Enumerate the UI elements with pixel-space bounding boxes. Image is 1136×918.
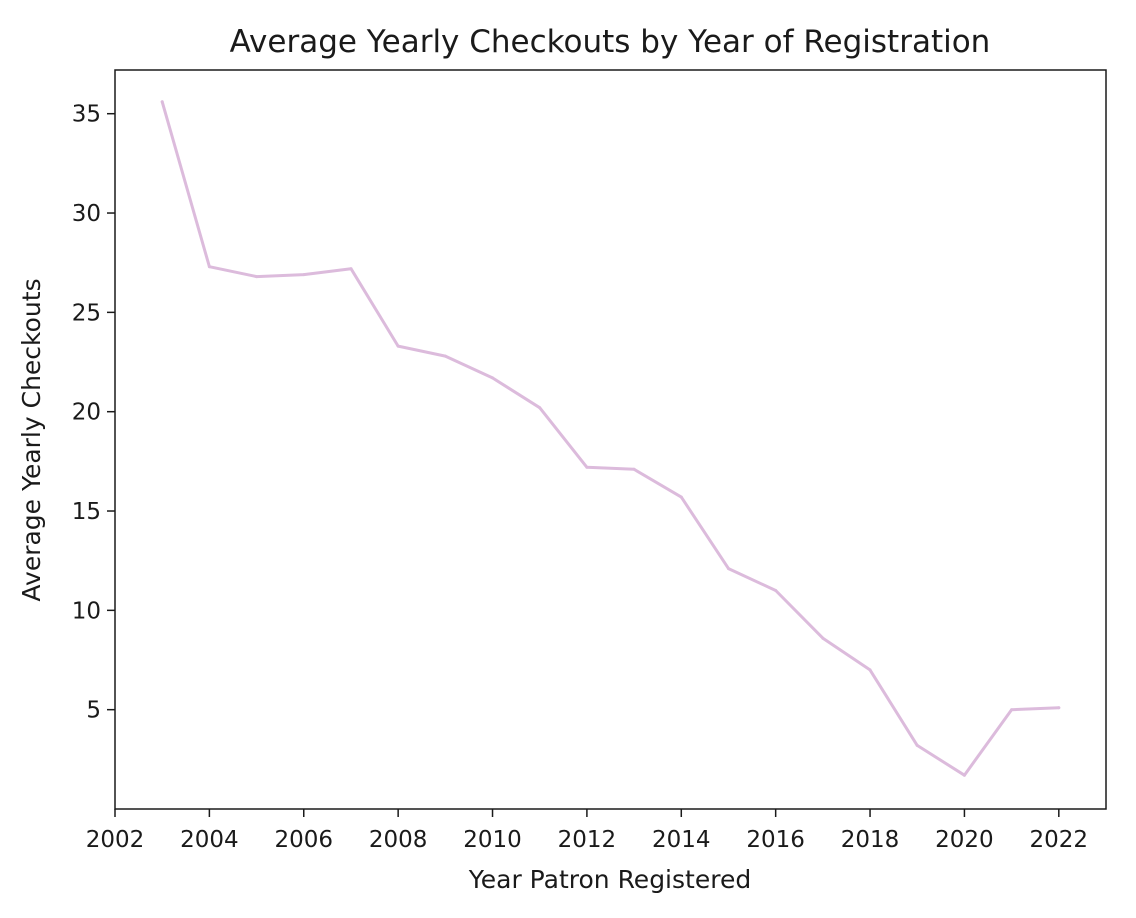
data-point (207, 265, 211, 269)
data-point (679, 495, 683, 499)
x-tick-label: 2012 (558, 827, 617, 853)
y-tick-label: 10 (72, 598, 101, 624)
data-point (585, 465, 589, 469)
series-line (160, 100, 1061, 777)
y-tick-label: 5 (86, 698, 101, 724)
x-tick-label: 2006 (274, 827, 333, 853)
data-point (1010, 708, 1014, 712)
y-tick-label: 20 (72, 400, 101, 426)
data-point (538, 406, 542, 410)
x-tick-label: 2004 (180, 827, 239, 853)
data-point (868, 668, 872, 672)
x-axis-label: Year Patron Registered (468, 865, 751, 894)
data-point (349, 267, 353, 271)
x-tick-label: 2014 (652, 827, 711, 853)
data-point (727, 567, 730, 571)
axis-ticks: 2002 2004 2006 2008 2010 2012 2014 2016 2018 2020… (72, 102, 1088, 853)
x-tick-label: 2018 (841, 827, 900, 853)
x-tick-label: 2020 (935, 827, 994, 853)
y-tick-label: 35 (72, 102, 101, 128)
data-point (491, 376, 494, 380)
x-tick-label: 2010 (463, 827, 522, 853)
y-tick-label: 25 (72, 300, 101, 326)
x-tick-label: 2016 (746, 827, 805, 853)
data-point (302, 273, 306, 277)
y-tick-label: 15 (72, 499, 101, 525)
y-axis-label: Average Yearly Checkouts (17, 278, 46, 601)
data-point (1057, 706, 1061, 710)
chart-title: Average Yearly Checkouts by Year of Regi… (230, 24, 991, 60)
data-point (821, 636, 825, 640)
data-point (396, 344, 400, 348)
data-point (774, 589, 778, 592)
data-point (962, 773, 966, 777)
x-tick-label: 2022 (1030, 827, 1089, 853)
data-point (632, 467, 636, 471)
y-tick-label: 30 (72, 201, 101, 227)
plot-frame (114, 69, 1107, 810)
data-point (255, 275, 259, 279)
data-point (160, 100, 164, 104)
data-point (915, 743, 919, 747)
series-layer (160, 100, 1061, 777)
data-point (443, 354, 447, 358)
x-tick-label: 2002 (86, 827, 145, 853)
x-tick-label: 2008 (369, 827, 428, 853)
